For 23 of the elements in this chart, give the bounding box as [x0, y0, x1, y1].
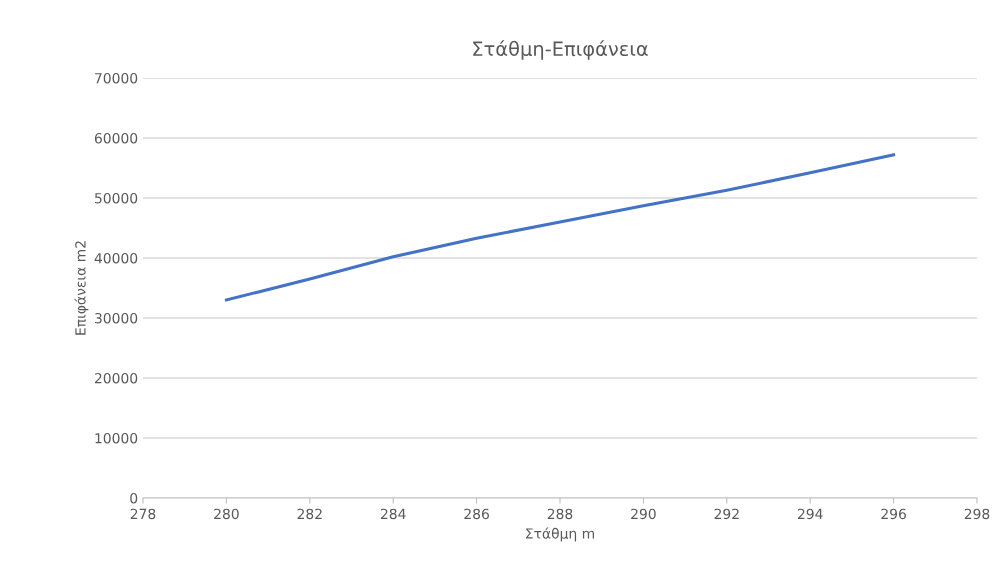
x-tick-label: 284	[380, 508, 406, 520]
x-axis-title: Στάθμη m	[526, 527, 595, 542]
x-tick-label: 292	[714, 508, 739, 520]
x-tick-label: 278	[130, 508, 156, 520]
x-tick-label: 280	[214, 508, 239, 520]
line-series	[224, 153, 896, 302]
x-tick-label: 288	[547, 508, 573, 520]
y-tick-label: 10000	[95, 432, 138, 444]
x-tick-label: 290	[631, 508, 656, 520]
x-tick-label: 296	[881, 508, 906, 520]
chart-title: Στάθμη-Επιφάνεια	[473, 40, 648, 60]
x-tick-label: 294	[797, 508, 823, 520]
y-tick-label: 50000	[95, 192, 138, 204]
y-tick-label: 70000	[95, 72, 138, 84]
y-tick-label: 30000	[95, 312, 138, 324]
x-tick-label: 282	[297, 508, 322, 520]
y-tick-label: 0	[130, 492, 138, 504]
x-tick-label: 298	[964, 508, 990, 520]
y-tick-label: 20000	[94, 372, 138, 384]
x-tick-label: 286	[464, 508, 489, 520]
y-tick-label: 60000	[94, 132, 138, 144]
y-axis-title: Επιφάνεια m2	[74, 241, 89, 335]
y-tick-label: 40000	[94, 252, 138, 264]
